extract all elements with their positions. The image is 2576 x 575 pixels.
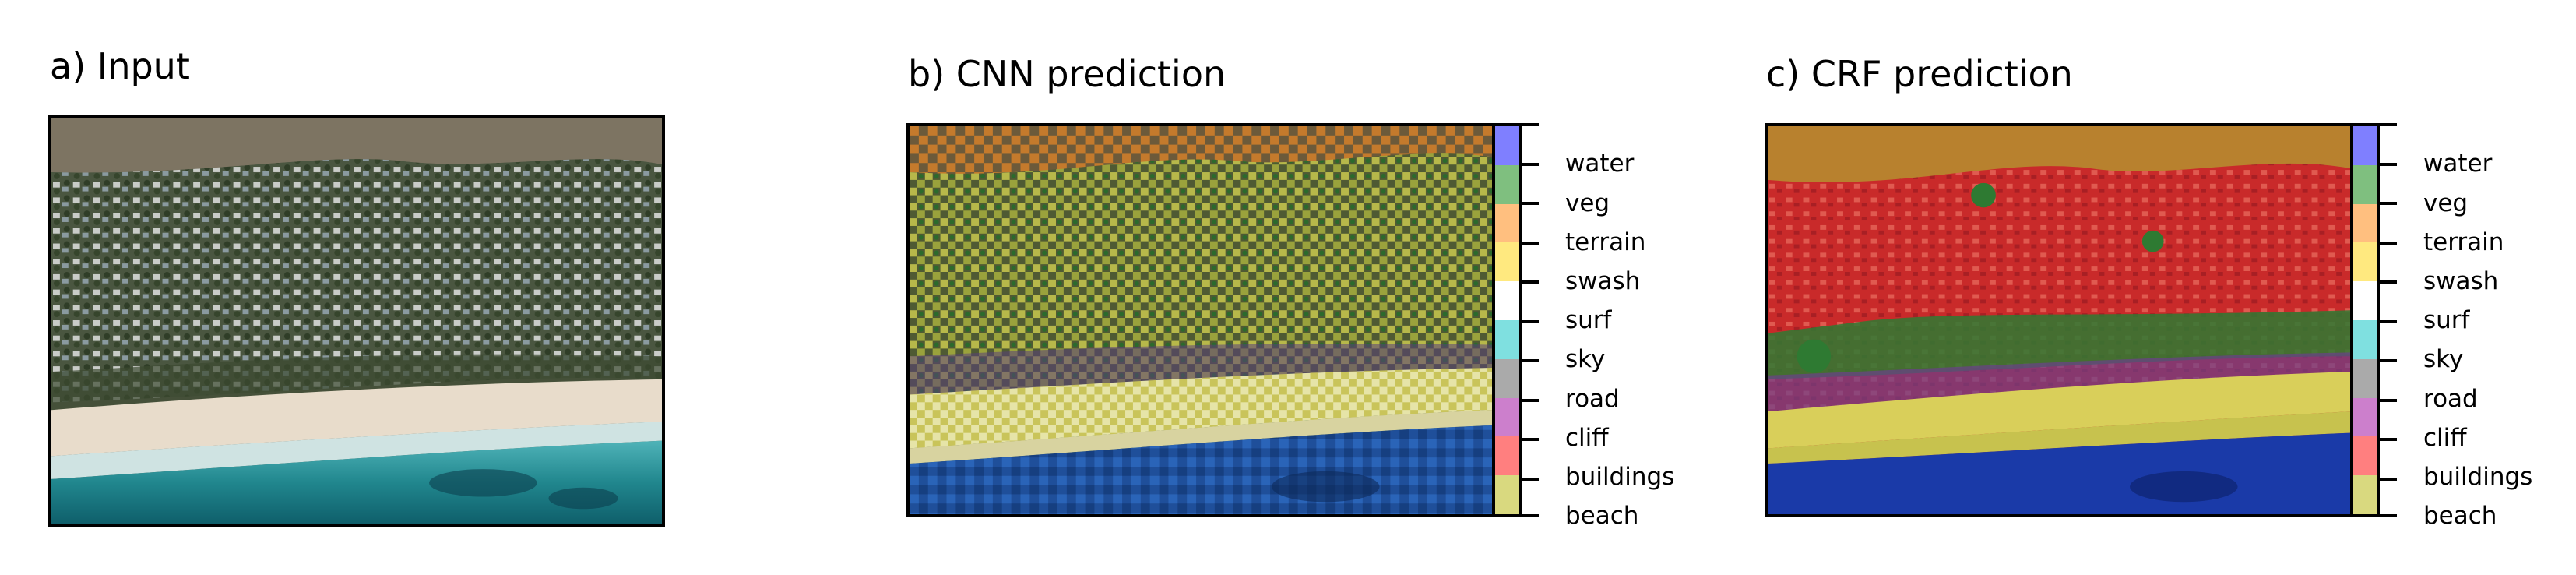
legend-label-buildings: buildings (2423, 463, 2533, 491)
cbar-tick (2380, 438, 2397, 441)
crf-prediction-image (1765, 123, 2353, 517)
cbar-tick (1522, 123, 1539, 126)
crf-legend-colorbar (2350, 123, 2380, 517)
legend-label-veg: veg (1565, 189, 1610, 217)
legend-swatch-sky (2353, 319, 2377, 359)
legend-label-cliff: cliff (2423, 424, 2467, 452)
panel-a-title: a) Input (50, 45, 190, 87)
legend-swatch-veg (1495, 164, 1519, 204)
cbar-tick (1522, 163, 1539, 166)
legend-label-road: road (2423, 385, 2478, 413)
legend-swatch-surf (1495, 281, 1519, 320)
legend-label-sky: sky (2423, 345, 2464, 373)
cbar-tick (1522, 399, 1539, 402)
legend-label-road: road (1565, 385, 1620, 413)
cnn-legend-colorbar (1492, 123, 1522, 517)
legend-swatch-beach (2353, 475, 2377, 514)
legend-swatch-terrain (2353, 203, 2377, 243)
legend-swatch-surf (2353, 281, 2377, 320)
cbar-tick (2380, 514, 2397, 517)
legend-swatch-cliff (2353, 397, 2377, 437)
cbar-tick (2380, 359, 2397, 362)
cbar-tick (1522, 438, 1539, 441)
legend-label-swash: swash (2423, 267, 2499, 295)
legend-label-beach: beach (2423, 502, 2497, 530)
legend-swatch-sky (1495, 319, 1519, 359)
cbar-tick (1522, 359, 1539, 362)
cbar-tick (1522, 202, 1539, 205)
legend-swatch-road (2353, 358, 2377, 398)
legend-label-surf: surf (1565, 306, 1612, 334)
input-photo (51, 118, 662, 524)
legend-label-terrain: terrain (2423, 228, 2504, 256)
cbar-tick (2380, 202, 2397, 205)
legend-label-swash: swash (1565, 267, 1641, 295)
legend-swatch-buildings (1495, 436, 1519, 476)
legend-label-cliff: cliff (1565, 424, 1609, 452)
legend-label-surf: surf (2423, 306, 2470, 334)
panel-b-title: b) CNN prediction (908, 53, 1226, 95)
legend-swatch-cliff (1495, 397, 1519, 437)
legend-label-water: water (2423, 150, 2493, 178)
legend-swatch-terrain (1495, 203, 1519, 243)
legend-swatch-beach (1495, 475, 1519, 514)
legend-swatch-road (1495, 358, 1519, 398)
panel-c-title: c) CRF prediction (1766, 53, 2073, 95)
legend-label-terrain: terrain (1565, 228, 1646, 256)
legend-label-veg: veg (2423, 189, 2469, 217)
legend-label-buildings: buildings (1565, 463, 1675, 491)
cbar-tick (2380, 399, 2397, 402)
cbar-tick (1522, 280, 1539, 284)
legend-swatch-buildings (2353, 436, 2377, 476)
legend-swatch-water (1495, 126, 1519, 165)
legend-label-sky: sky (1565, 345, 1606, 373)
legend-swatch-swash (1495, 242, 1519, 282)
cbar-tick (2380, 478, 2397, 481)
cnn-prediction-overlay (910, 126, 1492, 514)
crf-prediction-overlay (1768, 126, 2350, 514)
cbar-tick (2380, 123, 2397, 126)
cbar-tick (2380, 280, 2397, 284)
cbar-tick (1522, 242, 1539, 245)
cbar-tick (1522, 478, 1539, 481)
cbar-tick (1522, 320, 1539, 323)
legend-label-beach: beach (1565, 502, 1639, 530)
cnn-prediction-image (906, 123, 1495, 517)
legend-swatch-water (2353, 126, 2377, 165)
legend-swatch-swash (2353, 242, 2377, 282)
cbar-tick (1522, 514, 1539, 517)
legend-label-water: water (1565, 150, 1635, 178)
input-image (48, 115, 665, 527)
cbar-tick (2380, 320, 2397, 323)
cbar-tick (2380, 242, 2397, 245)
cbar-tick (2380, 163, 2397, 166)
legend-swatch-veg (2353, 164, 2377, 204)
